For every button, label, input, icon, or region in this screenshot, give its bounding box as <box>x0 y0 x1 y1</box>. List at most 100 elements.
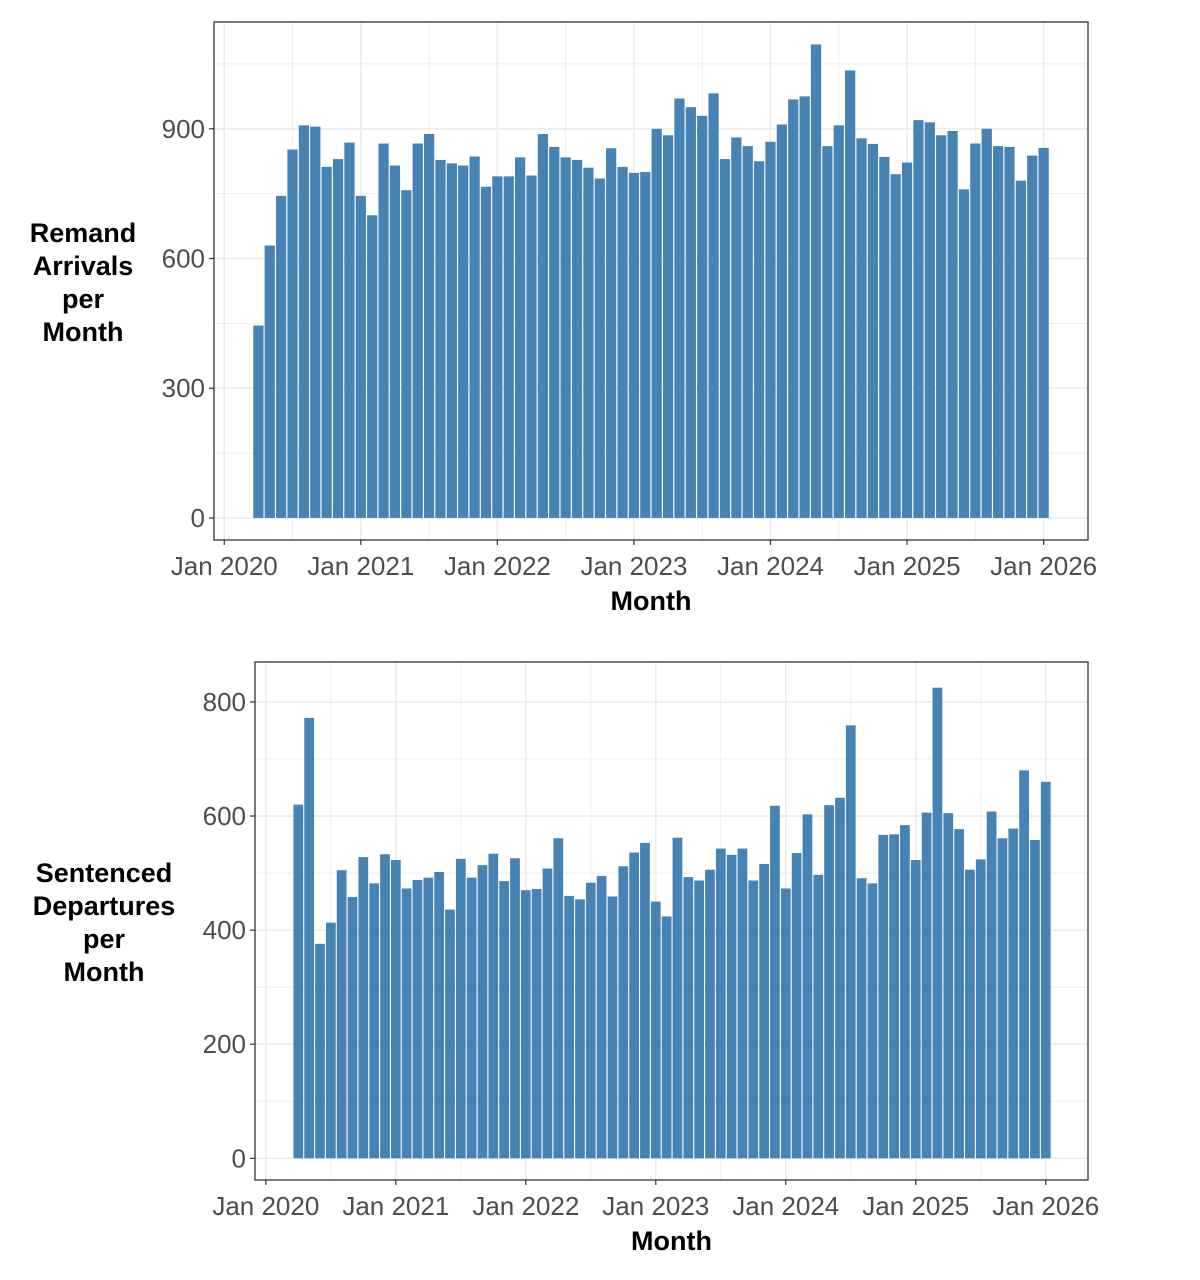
y-tick-label: 300 <box>162 373 205 403</box>
bar <box>997 838 1008 1159</box>
bar <box>458 165 469 518</box>
bar <box>879 156 890 518</box>
bar <box>901 162 913 518</box>
x-tick-label: Jan 2022 <box>472 1191 579 1221</box>
bar <box>810 44 822 518</box>
bar <box>628 172 640 518</box>
bar <box>672 837 683 1159</box>
bar <box>1027 155 1038 518</box>
bar <box>412 879 423 1159</box>
bar <box>685 107 696 518</box>
bar <box>321 166 332 518</box>
bar <box>1030 839 1040 1159</box>
bar <box>455 858 466 1159</box>
bar <box>799 96 810 518</box>
bar <box>845 70 856 518</box>
chart-panel-1: 0 300 600 900 Jan 2020 Jan 2021 Jan 2022 Jan 20… <box>30 21 1097 616</box>
bar <box>753 161 765 518</box>
bar <box>499 881 510 1159</box>
y-tick-label: 900 <box>162 114 205 144</box>
bar <box>640 172 651 518</box>
y-tick-label: 600 <box>203 801 246 831</box>
bar <box>445 909 455 1159</box>
bar <box>367 215 378 518</box>
bar <box>480 186 492 518</box>
bar <box>708 93 719 518</box>
bar <box>276 195 287 518</box>
x-tick-label: Jan 2025 <box>854 551 961 581</box>
bar <box>765 141 776 518</box>
bar <box>661 916 672 1159</box>
bar <box>910 859 921 1159</box>
bar <box>293 804 304 1159</box>
bar <box>835 797 845 1159</box>
bar <box>1015 180 1026 518</box>
x-tick-label: Jan 2024 <box>732 1191 839 1221</box>
bar <box>549 146 560 518</box>
bar <box>488 853 499 1159</box>
y-axis-title: Sentenced Departures per Month <box>33 858 176 987</box>
bar <box>900 825 910 1159</box>
bar <box>618 866 629 1159</box>
bar <box>954 829 964 1159</box>
bar <box>650 901 661 1159</box>
bar <box>694 880 704 1159</box>
bar <box>788 99 799 518</box>
bar <box>776 124 787 518</box>
y-axis-title-line: Arrivals <box>33 251 134 281</box>
bar <box>1019 770 1029 1159</box>
bar <box>719 159 731 518</box>
bar <box>355 195 366 518</box>
bar <box>310 126 321 518</box>
x-tick-label: Jan 2026 <box>990 551 1097 581</box>
bar <box>947 130 958 518</box>
bar <box>1004 146 1015 518</box>
bar <box>936 135 947 518</box>
bar <box>890 174 901 518</box>
bar <box>575 899 585 1159</box>
bar <box>380 854 390 1159</box>
bar <box>867 143 879 518</box>
bar <box>824 805 834 1159</box>
y-axis-title-line: Month <box>64 957 145 987</box>
bar <box>975 859 986 1159</box>
bar <box>759 863 769 1159</box>
x-tick-label: Jan 2021 <box>342 1191 449 1221</box>
y-axis-title-line: per <box>83 924 126 954</box>
bar <box>537 133 549 518</box>
bar <box>845 725 856 1159</box>
bar <box>401 888 412 1159</box>
y-tick-label: 600 <box>162 244 205 274</box>
bar <box>412 143 423 518</box>
bar <box>435 159 446 518</box>
bar <box>802 814 813 1159</box>
bar <box>510 858 520 1159</box>
bar <box>304 717 315 1159</box>
bar <box>1008 828 1019 1159</box>
bar <box>526 175 537 518</box>
bar <box>434 871 445 1159</box>
bar <box>992 146 1004 518</box>
y-axis-title-line: per <box>62 284 105 314</box>
x-axis-title: Month <box>631 1226 712 1256</box>
bar <box>981 128 992 518</box>
bar <box>469 156 480 518</box>
bar <box>553 838 564 1159</box>
bar <box>1038 147 1049 518</box>
bar <box>564 895 575 1159</box>
bar <box>401 190 412 518</box>
bar <box>390 859 401 1159</box>
bar <box>594 178 605 518</box>
bar <box>889 834 899 1159</box>
bar <box>358 857 369 1159</box>
bar <box>878 834 889 1159</box>
bar <box>629 852 640 1159</box>
bar <box>583 167 594 518</box>
bar <box>943 813 954 1159</box>
bar <box>822 146 833 518</box>
x-tick-label: Jan 2020 <box>212 1191 319 1221</box>
x-tick-label: Jan 2023 <box>580 551 687 581</box>
y-axis-title-line: Month <box>43 317 124 347</box>
bar <box>791 853 802 1159</box>
bar <box>606 148 617 518</box>
